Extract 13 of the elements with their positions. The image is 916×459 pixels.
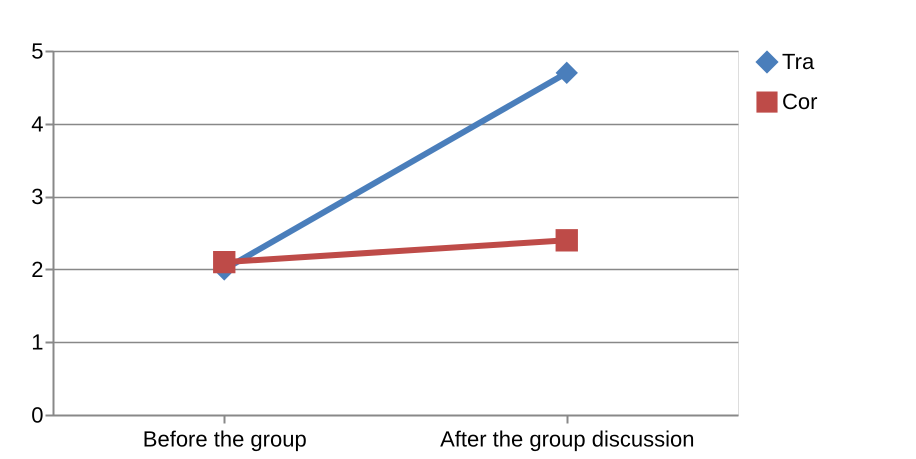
y-tick-label: 0 bbox=[31, 402, 44, 428]
legend-label: Cor bbox=[782, 89, 818, 114]
point bbox=[556, 62, 578, 84]
point bbox=[213, 250, 236, 274]
y-tick-label: 1 bbox=[31, 330, 44, 355]
y-tick-label: 5 bbox=[31, 38, 44, 64]
x-tick-label: Before the group bbox=[142, 426, 307, 452]
y-tick-label: 2 bbox=[31, 256, 44, 282]
y-tick-label: 4 bbox=[31, 111, 44, 136]
y-tick-label: 3 bbox=[31, 184, 44, 210]
legend-label: Tra bbox=[782, 49, 815, 74]
point bbox=[556, 229, 578, 252]
x-tick-label: After the group discussion bbox=[440, 426, 694, 452]
